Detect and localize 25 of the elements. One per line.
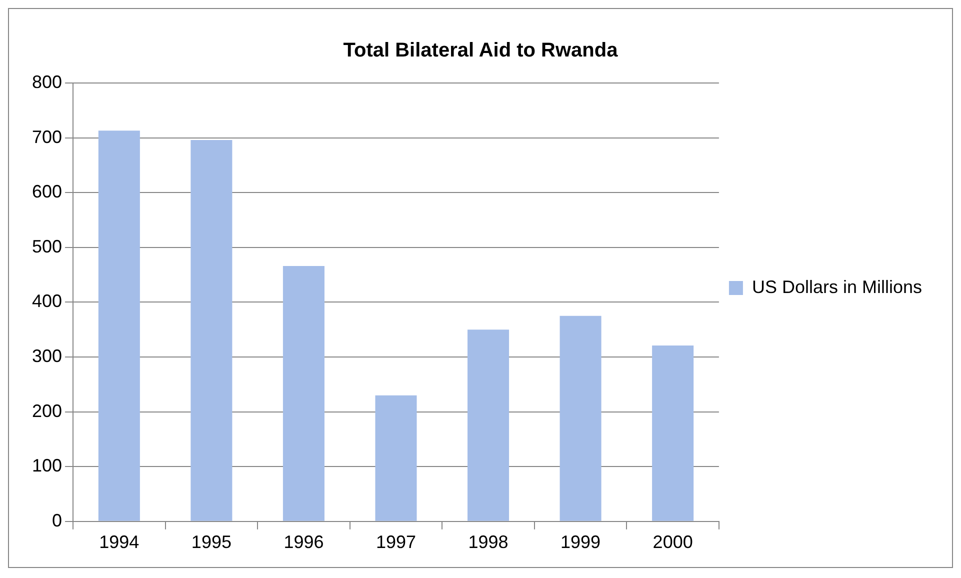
y-tick-label: 600 [32, 182, 62, 202]
y-tick-label: 300 [32, 346, 62, 366]
x-tick-label: 1998 [468, 532, 508, 552]
y-tick-label: 800 [32, 72, 62, 92]
y-tick-label: 400 [32, 291, 62, 312]
bar [468, 330, 510, 521]
y-tick-label: 500 [32, 236, 62, 256]
x-tick-label: 2000 [652, 532, 693, 552]
bar [190, 140, 232, 521]
chart-title: Total Bilateral Aid to Rwanda [343, 40, 619, 62]
x-tick-label: 1997 [376, 532, 416, 552]
y-tick-label: 700 [32, 126, 62, 147]
bar [652, 345, 694, 521]
bar [375, 395, 417, 521]
y-tick-label: 200 [32, 400, 62, 421]
x-tick-label: 1999 [560, 532, 601, 552]
y-tick-label: 100 [32, 456, 62, 476]
bar [98, 130, 140, 521]
x-tick-label: 1996 [284, 532, 324, 552]
x-tick-label: 1994 [99, 532, 140, 552]
bar [560, 316, 602, 521]
legend-label: US Dollars in Millions [752, 276, 922, 297]
bar [282, 266, 324, 521]
y-tick-label: 0 [52, 510, 62, 530]
x-tick-label: 1995 [191, 532, 232, 552]
